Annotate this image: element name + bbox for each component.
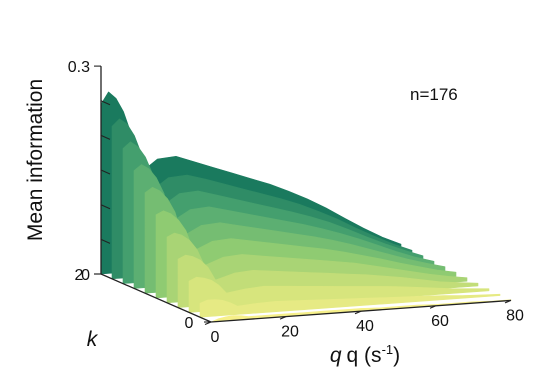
z-minor-tick-5 xyxy=(100,100,111,106)
q-tick-40 xyxy=(354,310,362,315)
k-axis-line xyxy=(100,273,212,323)
q-tick-label-20: 20 xyxy=(281,324,299,341)
q-tick-80 xyxy=(504,299,512,304)
q-axis-unit: q (s xyxy=(347,344,382,367)
q-axis-unit-sup: -1 xyxy=(382,342,394,357)
surface-plot xyxy=(100,91,512,323)
z-tick-label-0.3: 0.3 xyxy=(68,59,90,76)
surface-slice-k-0-2 xyxy=(199,293,501,318)
q-tick-60 xyxy=(429,305,437,309)
q-tick-label-0: 0 xyxy=(211,329,220,346)
q-tick-label-80: 80 xyxy=(506,307,524,324)
k-tick-label-0: 0 xyxy=(185,315,194,332)
q-axis-unit-close: ) xyxy=(393,344,400,367)
z-minor-tick-1 xyxy=(100,238,111,244)
z-minor-tick-3 xyxy=(100,169,111,175)
z-tick-label-0: 0 xyxy=(81,267,90,284)
z-minor-tick-4 xyxy=(100,134,111,140)
q-tick-20 xyxy=(279,316,287,320)
q-tick-label-60: 60 xyxy=(431,313,449,330)
z-axis-title: Mean information xyxy=(24,79,47,241)
sample-size-annotation: n=176 xyxy=(410,85,458,104)
q-tick-label-40: 40 xyxy=(356,318,374,335)
k-axis-title: k xyxy=(87,328,99,351)
z-minor-tick-2 xyxy=(100,204,111,210)
k-tick-label-2: 2 xyxy=(75,267,84,284)
